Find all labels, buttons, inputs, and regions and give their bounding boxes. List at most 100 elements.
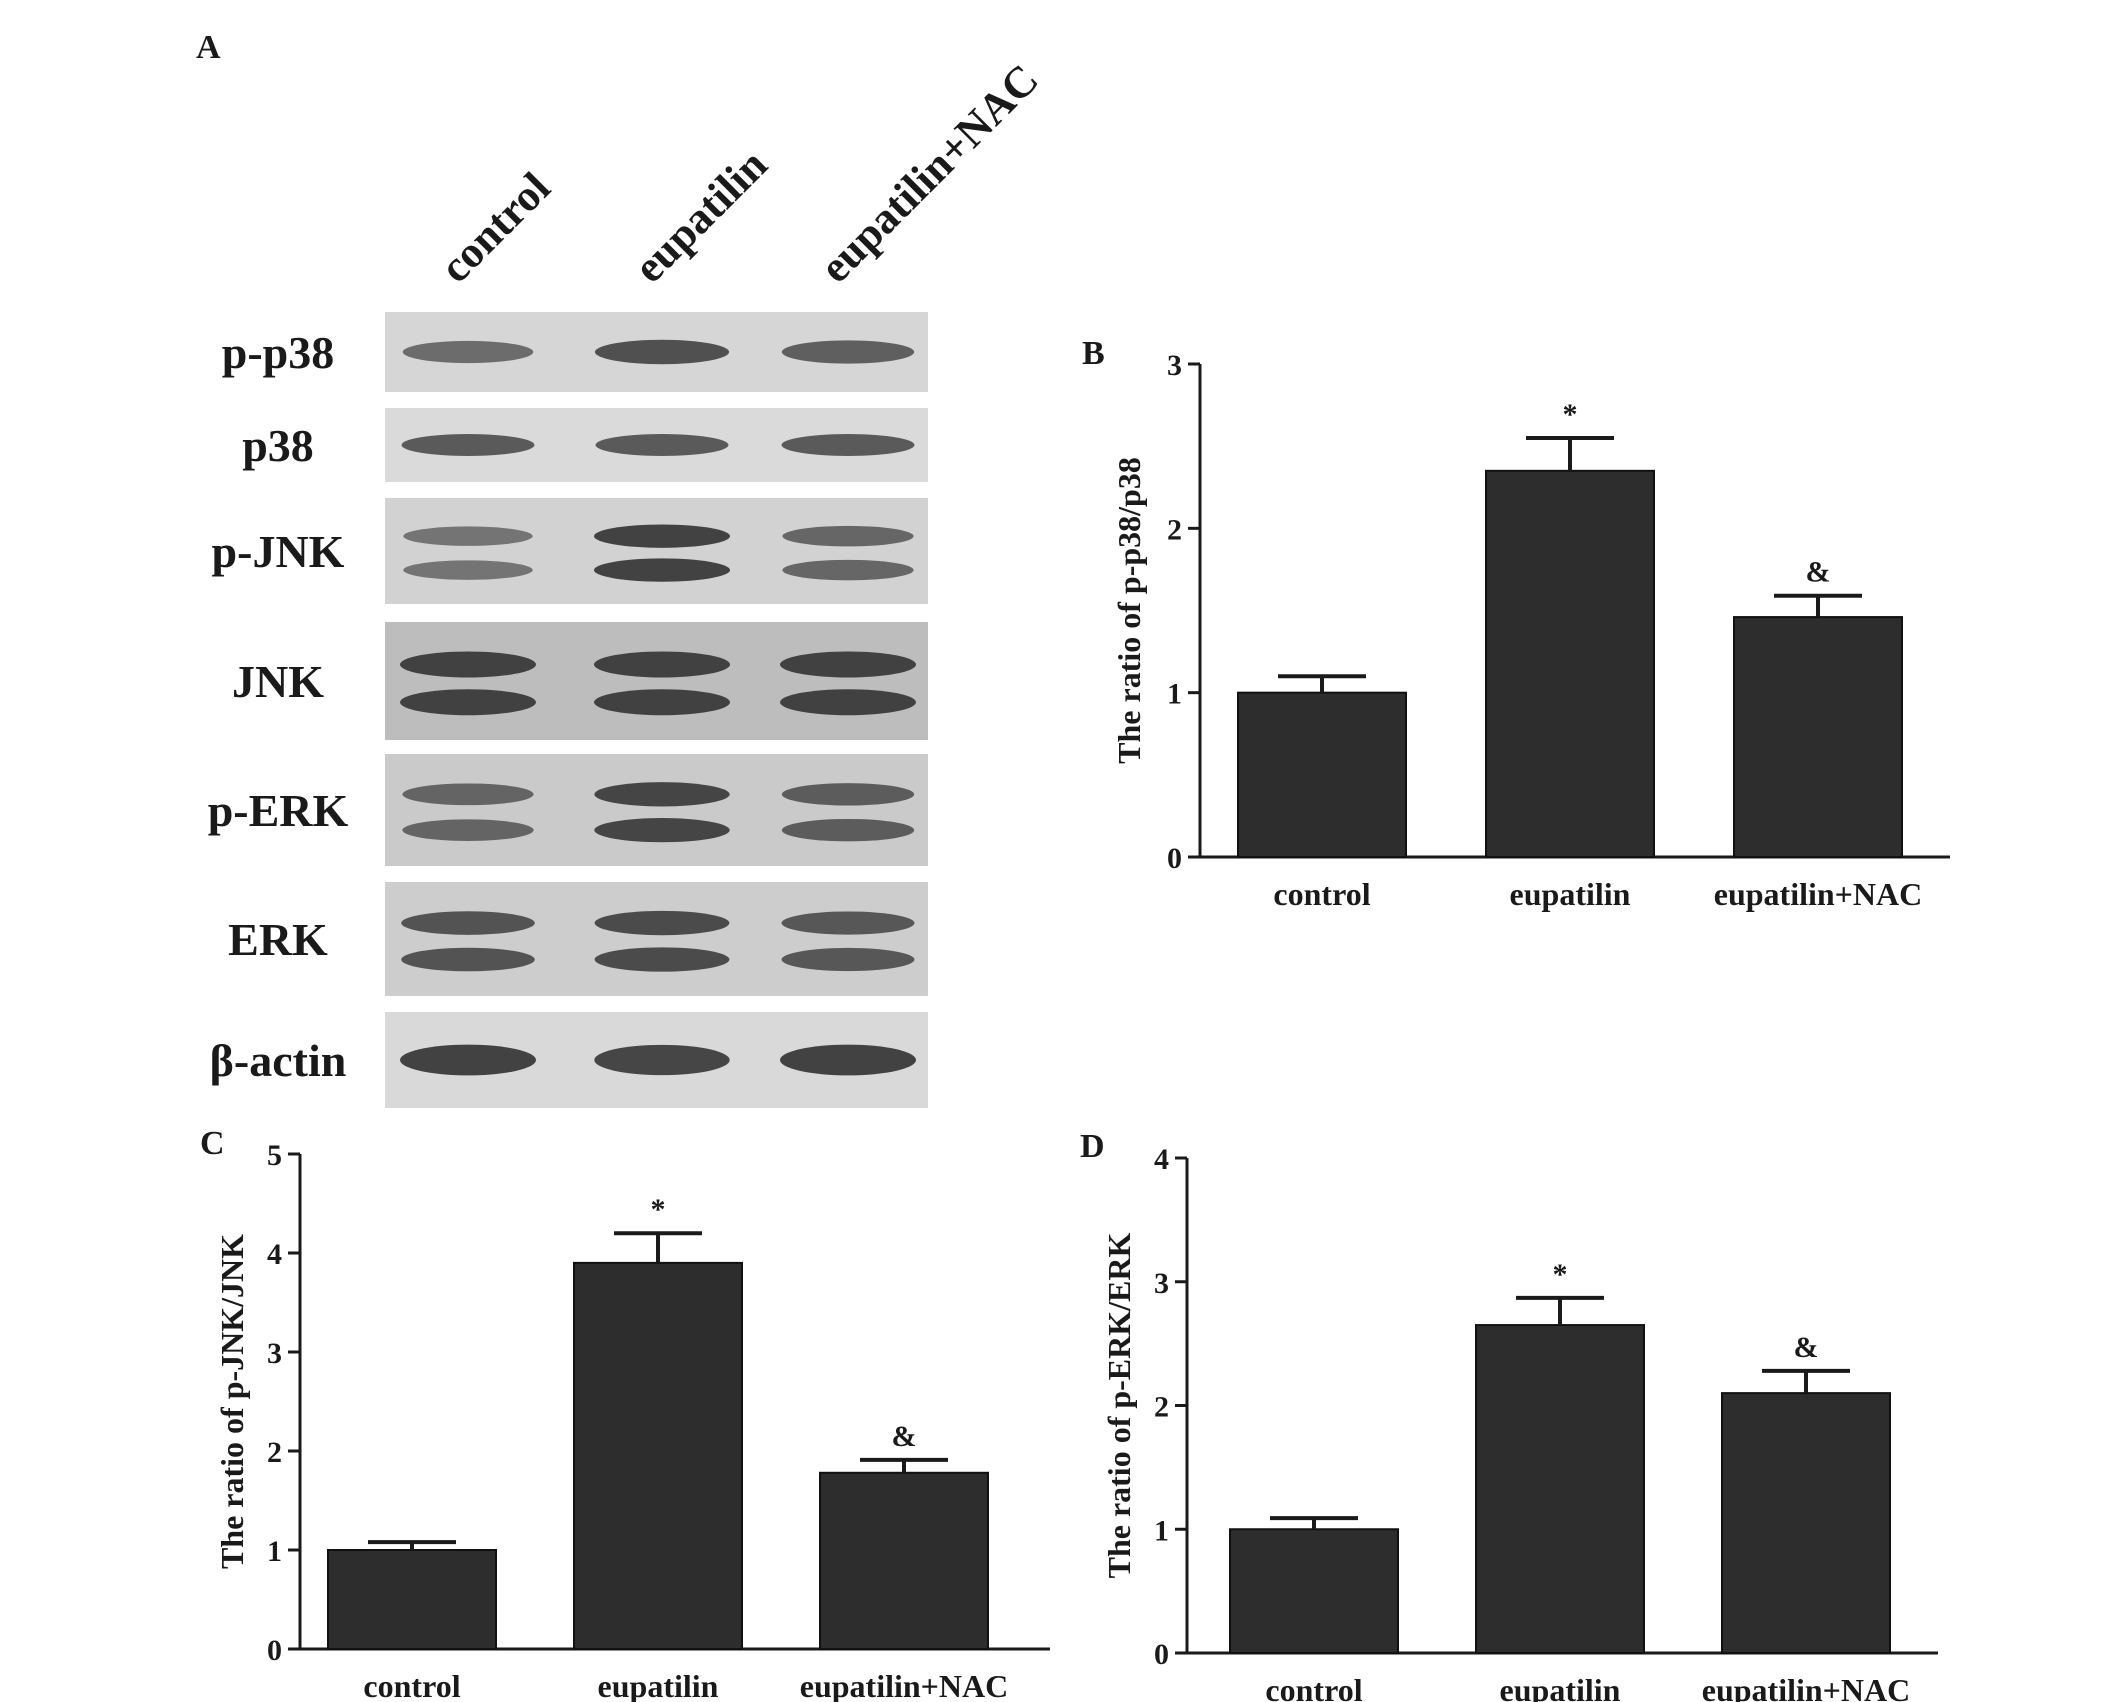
blot-band: [594, 339, 730, 365]
blot-row-label: β-actin: [210, 1035, 347, 1086]
y-tick-label: 3: [1167, 349, 1182, 382]
blot-lane-labels: control eupatilin eupatilin+NAC: [430, 55, 1047, 292]
panel-letter-b: B: [1082, 335, 1105, 372]
y-axis-label: The ratio of p-JNK/JNK: [214, 1234, 250, 1569]
blot-band: [400, 1044, 536, 1076]
panel-d-chart: D 0 1 2 3 4 The ratio of p-ERK/ERK control * eup…: [1080, 1128, 1938, 1702]
significance-marker: *: [651, 1193, 666, 1226]
x-tick-label: control: [363, 1668, 460, 1702]
blot-strip: [385, 622, 928, 740]
blot-row: ERK: [228, 882, 928, 996]
panel-letter-a: A: [196, 29, 221, 66]
panel-b-chart: B 0 1 2 3 The ratio of p-p38/p38 control * eupa…: [1082, 335, 1950, 912]
y-tick-label: 1: [1154, 1514, 1169, 1547]
blot-band: [782, 559, 914, 581]
blot-band: [594, 689, 730, 716]
bar: [573, 1261, 743, 1651]
blot-row-label: p-ERK: [208, 785, 349, 836]
x-tick-label: eupatilin+NAC: [1714, 876, 1922, 912]
blot-row-label: p-p38: [222, 327, 334, 378]
y-tick-label: 0: [1154, 1638, 1169, 1671]
x-tick-label: eupatilin: [598, 1668, 719, 1702]
bar: [327, 1549, 497, 1650]
significance-marker: &: [1794, 1331, 1819, 1364]
y-tick-label: 2: [1167, 513, 1182, 546]
significance-marker: *: [1563, 398, 1578, 431]
blot-row: β-actin: [210, 1012, 928, 1108]
bar: [1237, 691, 1407, 859]
y-tick-label: 5: [267, 1139, 282, 1172]
y-tick-label: 3: [1154, 1267, 1169, 1300]
blot-row: p38: [242, 408, 928, 482]
blot-band: [780, 1044, 916, 1076]
y-tick-label: 2: [267, 1436, 282, 1469]
blot-strip: [385, 882, 928, 996]
panel-letter-d: D: [1080, 1128, 1105, 1165]
blot-band: [594, 1044, 730, 1076]
blot-strip: [385, 754, 928, 866]
y-tick-label: 2: [1154, 1391, 1169, 1424]
bar: [1229, 1528, 1399, 1654]
blot-row-label: p-JNK: [212, 526, 345, 577]
blot-band: [781, 783, 915, 806]
blot-band: [595, 434, 729, 456]
blot-band: [594, 651, 730, 678]
blot-band: [594, 910, 730, 936]
y-axis-label: The ratio of p-p38/p38: [1111, 457, 1147, 764]
bar: [1475, 1324, 1645, 1654]
x-tick-label: eupatilin: [1510, 876, 1631, 912]
blot-lane-label: eupatilin: [624, 140, 776, 292]
y-tick-label: 4: [267, 1238, 282, 1271]
y-tick-label: 0: [267, 1634, 282, 1667]
significance-marker: &: [1806, 556, 1831, 589]
y-tick-label: 1: [267, 1535, 282, 1568]
blot-row: JNK: [232, 622, 928, 740]
blot-band: [782, 525, 914, 547]
y-tick-label: 3: [267, 1337, 282, 1370]
blot-band: [400, 689, 536, 716]
blot-band: [401, 911, 535, 935]
blot-strip: [385, 498, 928, 604]
blot-lane-label: control: [430, 163, 559, 292]
blot-rows: p-p38 p38 p-JNK JNK p-ERK ERK β-actin: [208, 312, 928, 1108]
blot-row: p-p38: [222, 312, 928, 392]
x-tick-label: eupatilin+NAC: [800, 1668, 1008, 1702]
blot-row-label: JNK: [232, 656, 324, 707]
blot-band: [401, 947, 535, 972]
blot-band: [403, 526, 533, 546]
blot-band: [594, 947, 730, 972]
blot-band: [402, 819, 534, 842]
bar: [1721, 1392, 1891, 1654]
blot-lane-label: eupatilin+NAC: [810, 55, 1047, 292]
blot-band: [594, 782, 730, 807]
x-tick-label: eupatilin+NAC: [1702, 1672, 1910, 1702]
blot-band: [781, 434, 915, 456]
y-axis-label: The ratio of p-ERK/ERK: [1101, 1233, 1137, 1579]
blot-band: [781, 818, 915, 842]
blot-band: [401, 434, 535, 456]
blot-row-label: ERK: [228, 914, 328, 965]
blot-row: p-ERK: [208, 754, 928, 866]
significance-marker: &: [892, 1420, 917, 1453]
bar: [1485, 469, 1655, 858]
blot-band: [781, 947, 915, 972]
blot-band: [400, 651, 536, 678]
x-tick-label: eupatilin: [1500, 1672, 1621, 1702]
bar: [819, 1471, 989, 1651]
significance-marker: *: [1553, 1258, 1568, 1291]
y-tick-label: 4: [1154, 1143, 1169, 1176]
panel-a-western-blot: A control eupatilin eupatilin+NAC p-p38 p38…: [196, 29, 1048, 1108]
blot-band: [780, 651, 916, 678]
blot-band: [402, 783, 534, 806]
blot-band: [403, 560, 533, 580]
y-tick-label: 0: [1167, 842, 1182, 875]
bar: [1733, 616, 1903, 858]
blot-row: p-JNK: [212, 498, 928, 604]
x-tick-label: control: [1265, 1672, 1362, 1702]
blot-band: [780, 689, 916, 716]
x-tick-label: control: [1273, 876, 1370, 912]
blot-band: [781, 911, 915, 935]
blot-band: [594, 524, 730, 548]
y-tick-label: 1: [1167, 678, 1182, 711]
